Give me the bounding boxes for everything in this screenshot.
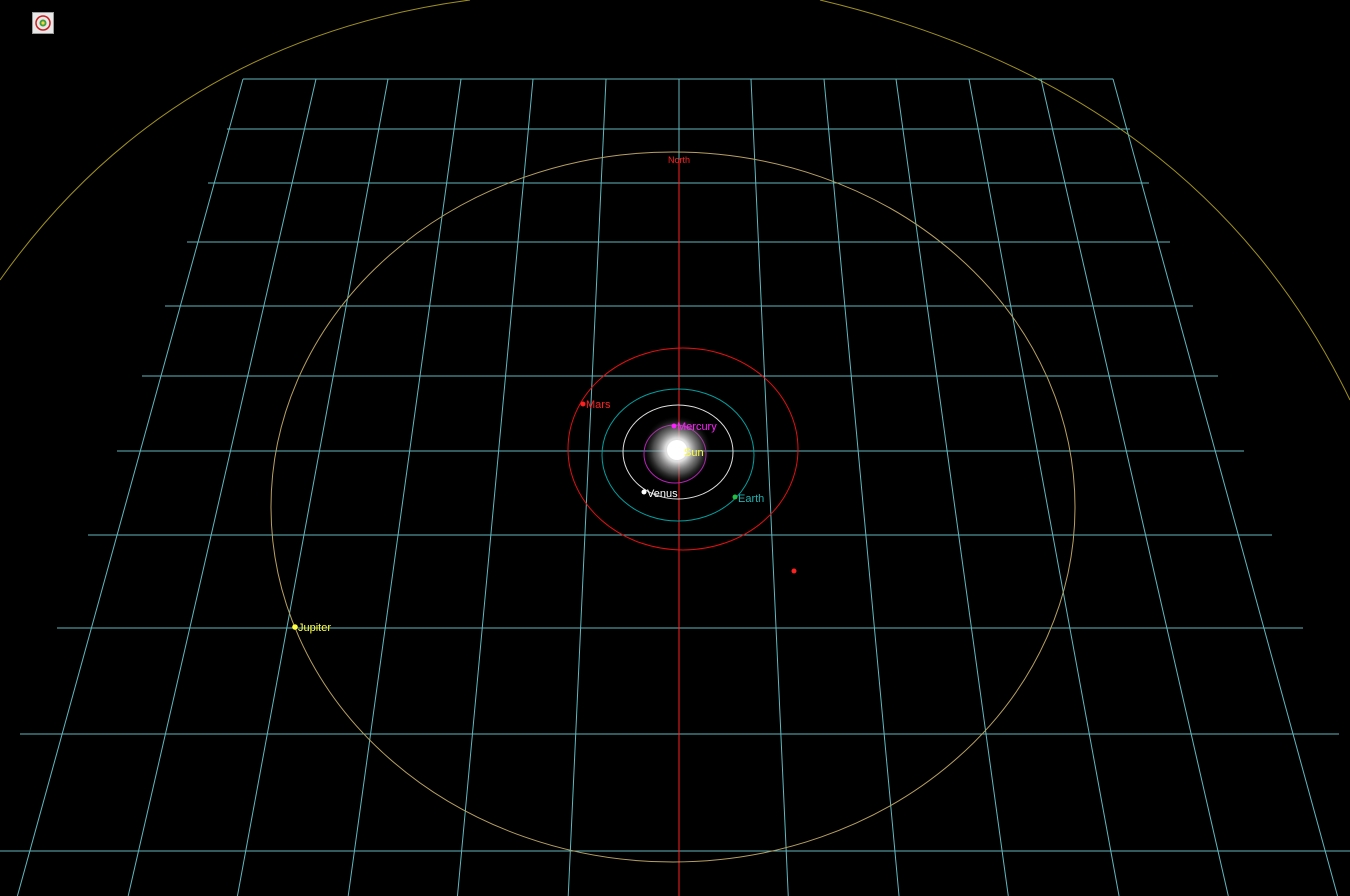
earth-label: Earth [738, 493, 764, 505]
mars-label: Mars [586, 399, 611, 411]
grid-column-line [1113, 79, 1338, 896]
grid-column-line [17, 79, 243, 896]
mercury-marker[interactable] [672, 424, 677, 429]
venus-marker[interactable] [642, 490, 647, 495]
jupiter-marker[interactable] [292, 624, 298, 630]
mars-marker[interactable] [581, 402, 586, 407]
sun-label: Sun [684, 447, 704, 459]
mercury-label: Mercury [677, 421, 717, 433]
grid-column-line [568, 79, 606, 896]
earth-marker[interactable] [733, 495, 738, 500]
grid-column-line [824, 79, 899, 896]
grid-column-line [751, 79, 788, 896]
venus-label: Venus [647, 488, 678, 500]
red-object-marker[interactable] [792, 569, 797, 574]
jupiter-label: Jupiter [298, 622, 331, 634]
north-label: North [668, 155, 690, 165]
grid-column-line [128, 79, 316, 896]
grid-column-line [1041, 79, 1228, 896]
outer-orbit [0, 0, 1350, 400]
